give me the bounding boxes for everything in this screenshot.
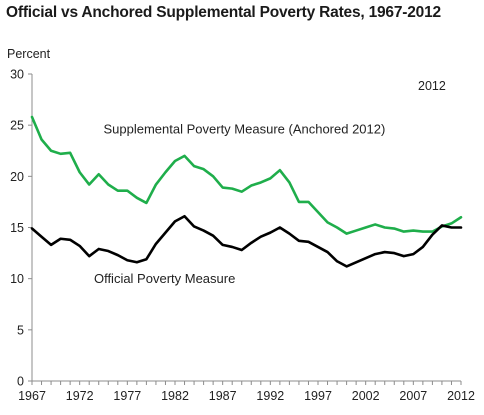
y-tick-label: 15 — [10, 221, 24, 235]
axes: 0 5 10 15 20 25 30 1967 1972 1977 1982 1987 1992 1997… — [10, 68, 475, 404]
y-tick-label: 0 — [17, 375, 24, 389]
series-line — [30, 115, 463, 235]
x-tick-label: 2002 — [352, 389, 380, 403]
x-tick-label: 2007 — [399, 389, 427, 403]
x-tick-label: 1972 — [66, 389, 94, 403]
series-label: Supplemental Poverty Measure (Anchored 2… — [104, 121, 386, 136]
x-tick-label: 1977 — [113, 389, 141, 403]
x-tick-label: 2012 — [447, 389, 475, 403]
x-tick-label: 1987 — [209, 389, 237, 403]
x-tick-label: 1997 — [304, 389, 332, 403]
series-line — [30, 214, 463, 268]
y-tick-label: 25 — [10, 119, 24, 133]
series-layer — [30, 115, 463, 268]
series-label: Official Poverty Measure — [94, 271, 235, 286]
y-tick-label: 20 — [10, 170, 24, 184]
chart-title: Official vs Anchored Supplemental Povert… — [6, 4, 441, 21]
corner-year-label: 2012 — [418, 79, 446, 93]
y-tick-label: 5 — [17, 323, 24, 337]
x-tick-label: 1992 — [256, 389, 284, 403]
x-tick-label: 1967 — [18, 389, 46, 403]
y-tick-label: 30 — [10, 68, 24, 82]
y-tick-label: 10 — [10, 272, 24, 286]
y-axis-label: Percent — [7, 47, 51, 61]
series-labels: Supplemental Poverty Measure (Anchored 2… — [94, 121, 385, 285]
x-tick-label: 1982 — [161, 389, 189, 403]
